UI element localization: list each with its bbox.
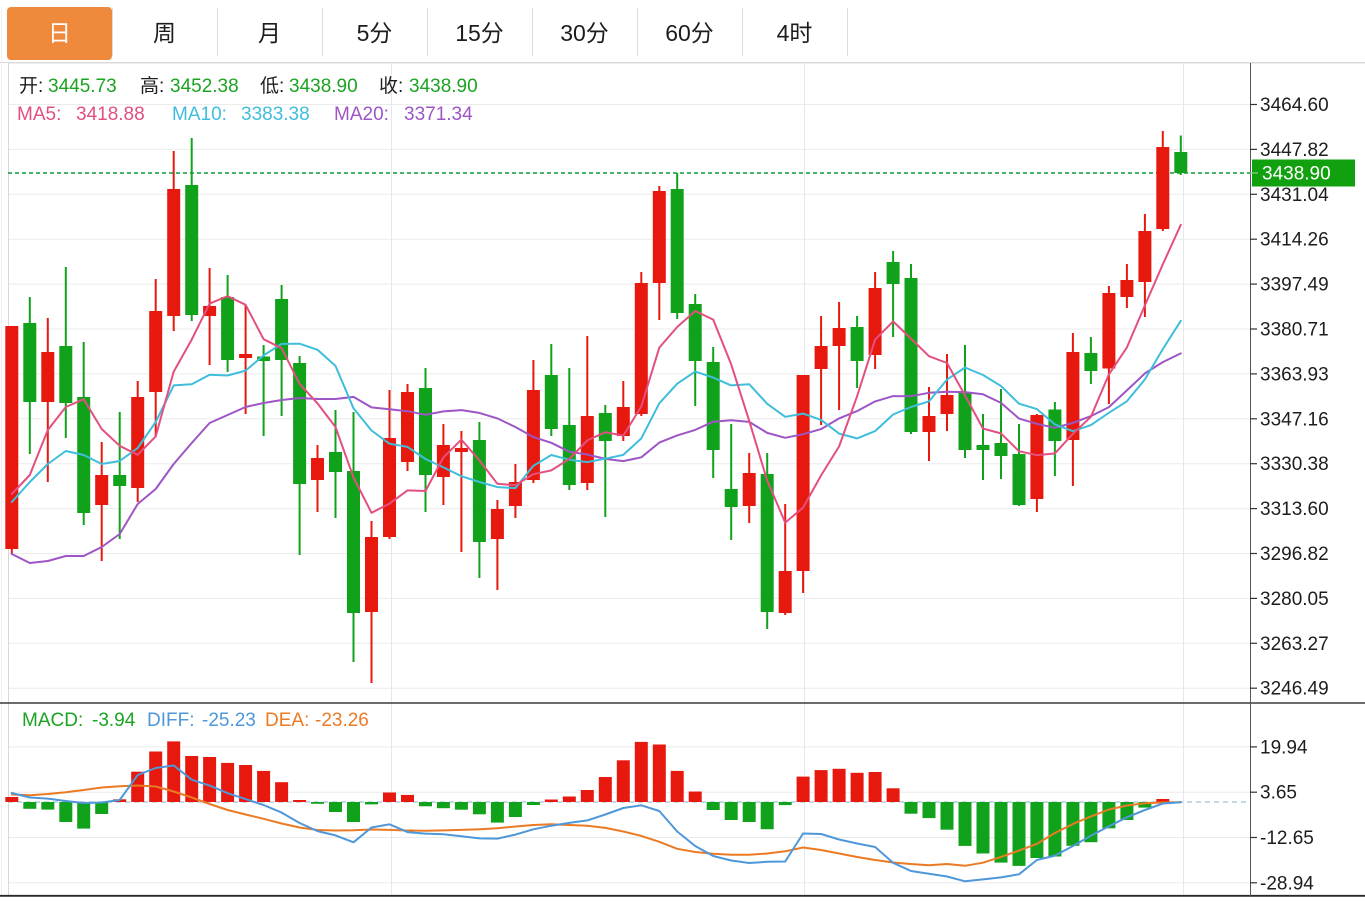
svg-text:-23.26: -23.26 (315, 710, 369, 731)
svg-text:3363.93: 3363.93 (1260, 364, 1329, 385)
svg-text:3438.90: 3438.90 (409, 76, 478, 97)
svg-text:开:: 开: (19, 76, 43, 97)
svg-text:MACD:: MACD: (22, 710, 83, 731)
svg-text:3431.04: 3431.04 (1260, 185, 1329, 206)
svg-text:3452.38: 3452.38 (170, 76, 239, 97)
svg-text:MA20:: MA20: (334, 104, 389, 125)
svg-text:-28.94: -28.94 (1260, 873, 1314, 894)
svg-text:15分: 15分 (455, 20, 504, 46)
svg-text:DIFF:: DIFF: (147, 710, 195, 731)
svg-text:3438.90: 3438.90 (289, 76, 358, 97)
svg-text:高:: 高: (140, 75, 164, 97)
svg-text:3397.49: 3397.49 (1260, 275, 1329, 296)
svg-text:3.65: 3.65 (1260, 783, 1297, 804)
svg-text:低:: 低: (260, 75, 284, 97)
svg-text:30分: 30分 (560, 20, 609, 46)
svg-text:-12.65: -12.65 (1260, 828, 1314, 849)
svg-text:3263.27: 3263.27 (1260, 634, 1329, 655)
svg-text:3438.90: 3438.90 (1262, 164, 1331, 185)
svg-text:-25.23: -25.23 (202, 710, 256, 731)
svg-text:3313.60: 3313.60 (1260, 499, 1329, 520)
svg-text:3383.38: 3383.38 (241, 104, 310, 125)
svg-text:MA5:: MA5: (17, 104, 61, 125)
svg-text:3347.16: 3347.16 (1260, 409, 1329, 430)
svg-text:MA10:: MA10: (172, 104, 227, 125)
svg-text:收:: 收: (379, 75, 403, 97)
svg-text:3330.38: 3330.38 (1260, 454, 1329, 475)
svg-text:3371.34: 3371.34 (404, 104, 473, 125)
svg-text:-3.94: -3.94 (92, 710, 136, 731)
svg-text:3296.82: 3296.82 (1260, 544, 1329, 565)
svg-text:19.94: 19.94 (1260, 737, 1308, 758)
svg-text:60分: 60分 (665, 20, 714, 46)
svg-text:5分: 5分 (357, 20, 393, 46)
svg-text:4时: 4时 (777, 20, 813, 46)
svg-text:3246.49: 3246.49 (1260, 679, 1329, 700)
svg-text:3464.60: 3464.60 (1260, 95, 1329, 116)
svg-text:日: 日 (48, 20, 71, 46)
svg-text:3280.05: 3280.05 (1260, 589, 1329, 610)
svg-text:3414.26: 3414.26 (1260, 230, 1329, 251)
svg-text:3447.82: 3447.82 (1260, 140, 1329, 161)
svg-text:3445.73: 3445.73 (48, 76, 117, 97)
svg-text:月: 月 (258, 20, 281, 46)
svg-text:3418.88: 3418.88 (76, 104, 145, 125)
svg-text:DEA:: DEA: (265, 710, 309, 731)
svg-text:3380.71: 3380.71 (1260, 320, 1329, 341)
svg-text:周: 周 (153, 20, 176, 46)
